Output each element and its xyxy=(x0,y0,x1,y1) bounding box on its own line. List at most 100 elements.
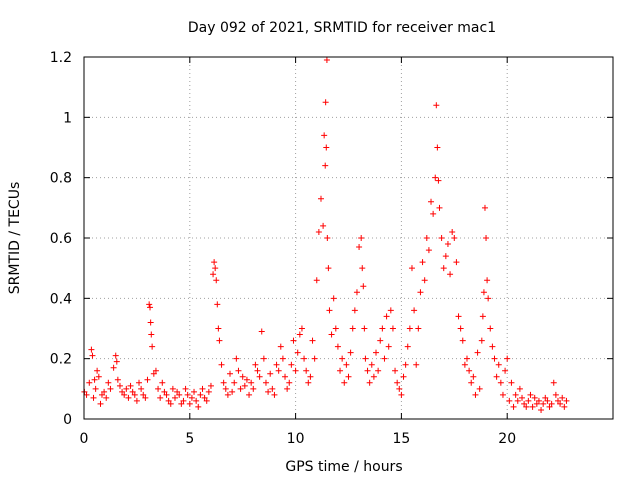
x-axis-label: GPS time / hours xyxy=(285,459,402,475)
data-point xyxy=(466,367,473,374)
axes: 0 5 10 15 20 0 0.2 0.4 0.6 0.8 1 1.2 xyxy=(50,50,613,447)
data-point xyxy=(508,379,515,386)
data-point xyxy=(167,400,174,407)
data-point xyxy=(557,400,564,407)
data-point xyxy=(191,388,198,395)
data-point xyxy=(121,391,128,398)
data-point xyxy=(404,343,411,350)
data-point xyxy=(353,289,360,296)
data-point xyxy=(396,385,403,392)
data-point xyxy=(389,325,396,332)
data-point xyxy=(554,397,561,404)
data-point xyxy=(345,373,352,380)
data-point xyxy=(89,352,96,359)
data-point xyxy=(472,391,479,398)
data-point xyxy=(351,307,358,314)
data-point xyxy=(98,391,105,398)
data-point xyxy=(323,144,330,151)
data-point xyxy=(415,325,422,332)
data-point xyxy=(207,382,214,389)
data-point xyxy=(550,379,557,386)
x-tick-label: 20 xyxy=(498,431,516,447)
data-point xyxy=(260,355,267,362)
data-point xyxy=(495,361,502,368)
x-tick-label: 5 xyxy=(185,431,194,447)
data-point xyxy=(337,367,344,374)
y-tick-label: 0.8 xyxy=(50,171,72,187)
data-point xyxy=(440,265,447,272)
data-point xyxy=(157,394,164,401)
data-point xyxy=(563,397,570,404)
data-point xyxy=(292,367,299,374)
data-point xyxy=(561,403,568,410)
data-point xyxy=(540,400,547,407)
data-point xyxy=(461,361,468,368)
data-point xyxy=(309,337,316,344)
data-point xyxy=(161,388,168,395)
data-point xyxy=(435,177,442,184)
data-point xyxy=(148,331,155,338)
data-point xyxy=(103,394,110,401)
data-point xyxy=(174,388,181,395)
data-point xyxy=(525,397,532,404)
data-point xyxy=(147,304,154,311)
data-point xyxy=(211,259,218,266)
data-point xyxy=(171,394,178,401)
data-point xyxy=(502,367,509,374)
data-point xyxy=(112,352,119,359)
data-point xyxy=(529,403,536,410)
data-point xyxy=(330,295,337,302)
data-point xyxy=(361,325,368,332)
data-point xyxy=(212,265,219,272)
data-point xyxy=(180,397,187,404)
data-point xyxy=(303,367,310,374)
data-point xyxy=(449,228,456,235)
data-points xyxy=(81,57,570,413)
data-point xyxy=(387,307,394,314)
data-point xyxy=(113,358,120,365)
data-point xyxy=(544,397,551,404)
data-point xyxy=(152,367,159,374)
data-point xyxy=(197,391,204,398)
data-point xyxy=(252,361,259,368)
data-point xyxy=(165,397,172,404)
data-point xyxy=(186,400,193,407)
data-point xyxy=(411,307,418,314)
data-point xyxy=(250,385,257,392)
data-point xyxy=(246,391,253,398)
data-point xyxy=(438,235,445,241)
data-point xyxy=(86,379,93,386)
data-point xyxy=(195,403,202,410)
data-point xyxy=(147,319,154,326)
data-point xyxy=(379,325,386,332)
data-point xyxy=(546,403,553,410)
data-point xyxy=(218,361,225,368)
data-point xyxy=(298,325,305,332)
data-point xyxy=(210,271,217,278)
x-tick-label: 10 xyxy=(287,431,305,447)
data-point xyxy=(233,355,240,362)
data-point xyxy=(425,247,432,254)
data-point xyxy=(370,373,377,380)
data-point xyxy=(127,382,134,389)
data-point xyxy=(131,391,138,398)
data-point xyxy=(286,379,293,386)
data-point xyxy=(155,385,162,392)
data-point xyxy=(176,391,183,398)
data-point xyxy=(360,283,367,290)
data-point xyxy=(373,349,380,356)
data-point xyxy=(296,331,303,338)
data-point xyxy=(375,367,382,374)
data-point xyxy=(428,198,435,205)
data-point xyxy=(406,325,413,332)
data-point xyxy=(205,388,212,395)
data-point xyxy=(119,388,126,395)
data-point xyxy=(531,394,538,401)
data-point xyxy=(92,385,99,392)
data-point xyxy=(430,210,437,217)
data-point xyxy=(421,277,428,284)
data-point xyxy=(463,355,470,362)
data-point xyxy=(485,295,492,302)
data-point xyxy=(356,244,363,251)
